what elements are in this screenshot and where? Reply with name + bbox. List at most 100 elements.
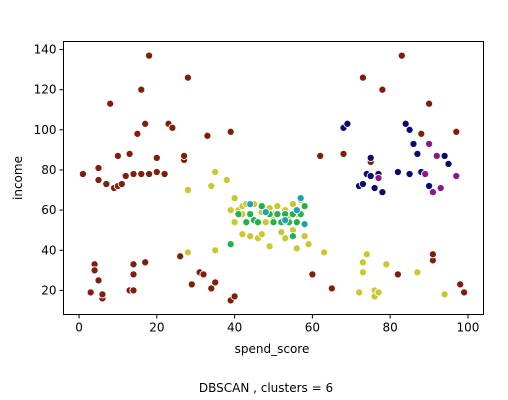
scatter-point — [234, 210, 243, 219]
scatter-point — [94, 175, 103, 185]
scatter-point — [292, 218, 301, 227]
scatter-point — [203, 131, 212, 140]
scatter-point — [211, 278, 220, 287]
x-axis-ticks: 0 20 40 60 80 100 — [75, 314, 479, 335]
scatter-point — [308, 270, 317, 279]
scatter-point — [94, 163, 103, 173]
scatter-point — [440, 290, 449, 299]
y-tick-label: 100 — [34, 123, 57, 137]
scatter-point — [366, 153, 375, 162]
data-points — [78, 51, 469, 305]
scatter-point — [425, 181, 434, 191]
x-tick-label: 20 — [149, 321, 164, 335]
x-tick-label: 80 — [383, 321, 398, 335]
y-tick-label: 60 — [41, 203, 56, 217]
scatter-point — [180, 151, 189, 160]
scatter-point — [327, 284, 336, 293]
scatter-point — [304, 240, 313, 249]
scatter-point — [425, 99, 434, 108]
scatter-point — [343, 119, 352, 128]
scatter-point — [246, 232, 255, 241]
scatter-point — [288, 232, 297, 241]
scatter-point — [226, 206, 235, 215]
scatter-point — [129, 270, 138, 279]
scatter-point — [355, 288, 364, 297]
scatter-point — [425, 139, 434, 148]
scatter-point — [417, 129, 426, 138]
scatter-point — [428, 250, 437, 259]
cluster-5-points — [246, 194, 309, 229]
scatter-point — [452, 171, 461, 181]
scatter-point — [129, 260, 138, 269]
scatter-point — [78, 169, 87, 179]
scatter-point — [292, 206, 301, 215]
scatter-point — [211, 246, 220, 255]
scatter-point — [129, 169, 138, 179]
scatter-point — [440, 151, 449, 160]
scatter-point — [292, 244, 301, 253]
scatter-point — [121, 171, 130, 181]
scatter-point — [378, 85, 387, 94]
scatter-point — [370, 183, 379, 193]
scatter-point — [257, 202, 266, 211]
scatter-point — [320, 248, 329, 257]
scatter-point — [374, 173, 383, 183]
scatter-point — [405, 169, 414, 179]
scatter-point — [265, 242, 274, 251]
scatter-point — [242, 218, 251, 227]
scatter-point — [230, 218, 239, 227]
x-tick-label: 60 — [305, 321, 320, 335]
scatter-point — [261, 208, 270, 217]
scatter-point — [277, 228, 286, 237]
scatter-point — [230, 292, 239, 301]
scatter-point — [358, 179, 367, 189]
scatter-point — [296, 194, 305, 203]
x-axis-title: spend_score — [235, 342, 310, 356]
y-axis-title: income — [11, 156, 25, 200]
scatter-point — [168, 123, 177, 132]
scatter-point — [226, 127, 235, 136]
scatter-point — [273, 210, 282, 219]
scatter-point — [141, 119, 150, 128]
scatter-point — [152, 153, 161, 162]
scatter-point — [273, 202, 282, 211]
scatter-point — [316, 151, 325, 160]
scatter-point — [362, 250, 371, 259]
scatter-point — [413, 149, 422, 158]
scatter-point — [145, 51, 154, 60]
scatter-point — [207, 284, 216, 293]
scatter-point — [300, 232, 309, 241]
scatter-point — [397, 51, 406, 60]
scatter-point — [125, 149, 134, 158]
scatter-point — [358, 258, 367, 267]
x-tick-label: 100 — [456, 321, 479, 335]
scatter-point — [366, 171, 375, 181]
scatter-point — [281, 234, 290, 243]
scatter-point — [187, 280, 196, 289]
x-tick-label: 0 — [75, 321, 83, 335]
scatter-point — [106, 99, 115, 108]
scatter-point — [393, 270, 402, 279]
scatter-point — [300, 220, 309, 229]
scatter-point — [257, 230, 266, 239]
y-axis-ticks: 20 40 60 80 100 120 140 — [34, 43, 64, 297]
y-tick-label: 140 — [34, 43, 57, 57]
scatter-point — [113, 151, 122, 160]
scatter-point — [222, 175, 231, 185]
scatter-point — [409, 139, 418, 148]
scatter-point — [90, 266, 99, 275]
scatter-point — [226, 240, 235, 249]
scatter-point — [378, 188, 387, 197]
scatter-point — [129, 286, 138, 295]
scatter-point — [207, 181, 216, 191]
scatter-point — [137, 85, 146, 94]
scatter-point — [393, 167, 402, 177]
scatter-point — [405, 125, 414, 134]
scatter-point — [253, 218, 262, 227]
scatter-point — [358, 268, 367, 277]
scatter-point — [246, 210, 255, 219]
y-tick-label: 120 — [34, 83, 57, 97]
scatter-point — [401, 119, 410, 128]
chart-caption: DBSCAN , clusters = 6 — [199, 381, 333, 395]
